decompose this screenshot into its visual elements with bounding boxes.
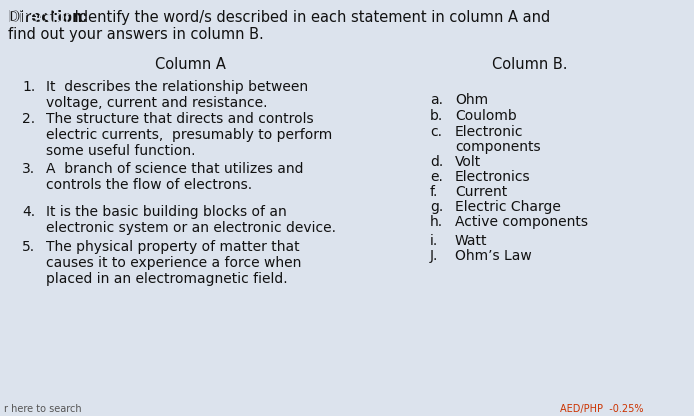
Text: Direction:: Direction: <box>8 10 90 25</box>
Text: Direction: Identify the word/s described in each statement in column A and: Direction: Identify the word/s described… <box>8 10 559 25</box>
Text: 4.: 4. <box>22 205 35 219</box>
Text: Current: Current <box>455 185 507 199</box>
Text: J.: J. <box>430 249 439 263</box>
Text: e.: e. <box>430 170 443 184</box>
Text: g.: g. <box>430 200 443 214</box>
Text: Active components: Active components <box>455 215 588 229</box>
Text: Ohm’s Law: Ohm’s Law <box>455 249 532 263</box>
Text: 5.: 5. <box>22 240 35 254</box>
Text: 1.: 1. <box>22 80 35 94</box>
Text: 2.: 2. <box>22 112 35 126</box>
Text: components: components <box>455 140 541 154</box>
Text: It is the basic building blocks of an
electronic system or an electronic device.: It is the basic building blocks of an el… <box>46 205 336 235</box>
Text: Electronics: Electronics <box>455 170 531 184</box>
Text: h.: h. <box>430 215 443 229</box>
Text: Coulomb: Coulomb <box>455 109 517 123</box>
Text: AED/PHP  -0.25%: AED/PHP -0.25% <box>560 404 643 414</box>
Text: find out your answers in column B.: find out your answers in column B. <box>8 27 264 42</box>
Text: r here to search: r here to search <box>4 404 82 414</box>
Text: Column A: Column A <box>155 57 226 72</box>
Text: 3.: 3. <box>22 162 35 176</box>
Text: A  branch of science that utilizes and
controls the flow of electrons.: A branch of science that utilizes and co… <box>46 162 303 192</box>
Text: Electric Charge: Electric Charge <box>455 200 561 214</box>
Text: a.: a. <box>430 93 443 107</box>
Text: The physical property of matter that
causes it to experience a force when
placed: The physical property of matter that cau… <box>46 240 301 286</box>
Text: b.: b. <box>430 109 443 123</box>
Text: Ohm: Ohm <box>455 93 488 107</box>
Text: It  describes the relationship between
voltage, current and resistance.: It describes the relationship between vo… <box>46 80 308 110</box>
Text: Volt: Volt <box>455 155 481 169</box>
Text: c.: c. <box>430 125 442 139</box>
Text: i.: i. <box>430 234 438 248</box>
Text: The structure that directs and controls
electric currents,  presumably to perfor: The structure that directs and controls … <box>46 112 332 158</box>
Text: Watt: Watt <box>455 234 487 248</box>
Text: Electronic: Electronic <box>455 125 523 139</box>
Text: Identify the word/s described in each statement in column A and: Identify the word/s described in each st… <box>70 10 550 25</box>
Text: Column B.: Column B. <box>492 57 568 72</box>
Text: d.: d. <box>430 155 443 169</box>
Text: f.: f. <box>430 185 439 199</box>
